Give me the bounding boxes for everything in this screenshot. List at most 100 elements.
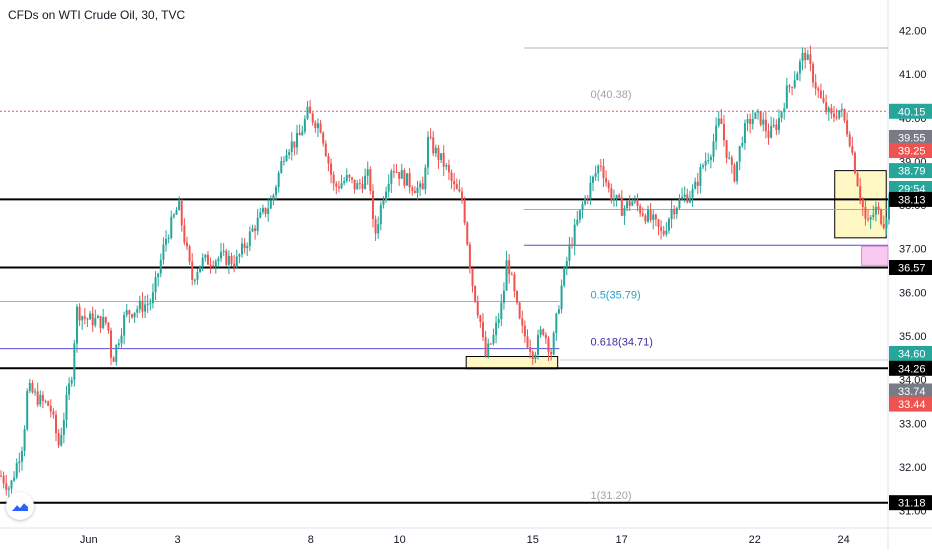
candle-body [398, 172, 401, 179]
candle-body [154, 277, 157, 293]
candle-body [838, 110, 841, 119]
candle-body [481, 321, 484, 338]
candle-body [547, 338, 550, 352]
candle-body [461, 191, 464, 201]
candle-body [277, 172, 280, 188]
price-label-bg [889, 396, 932, 412]
candle-body [36, 391, 39, 405]
candle-body [749, 119, 752, 124]
candle-body [212, 265, 215, 267]
tradingview-logo-icon[interactable] [6, 492, 34, 520]
candle-body [536, 334, 539, 355]
candle-body [385, 191, 388, 201]
candle-body [767, 131, 770, 138]
candle-body [165, 238, 168, 245]
y-tick-label: 32.00 [899, 462, 927, 474]
candle-body [859, 186, 862, 200]
candle-body [717, 118, 720, 126]
candle-body [500, 302, 503, 320]
candle-body [130, 314, 133, 318]
candle-body [715, 125, 718, 142]
candle-body [725, 140, 728, 158]
candle-body [44, 400, 47, 402]
candle-body [788, 85, 791, 88]
candle-body [217, 258, 220, 262]
candle-body [280, 161, 283, 173]
candle-body [529, 347, 532, 352]
candle-body [589, 182, 592, 199]
candle-body [861, 199, 864, 208]
price-label-bg [889, 259, 932, 275]
candle-body [707, 160, 710, 162]
candle-body [534, 354, 537, 359]
candle-body [759, 111, 762, 125]
fib-label-gray: 1(31.20) [591, 490, 632, 502]
candle-body [662, 230, 665, 235]
candle-body [319, 123, 322, 133]
price-label: 38.79 [898, 166, 926, 178]
candle-body [99, 315, 102, 328]
candle-body [52, 411, 55, 415]
candle-body [880, 209, 883, 224]
candle-body [775, 124, 778, 130]
candle-body [791, 87, 794, 89]
candle-body [874, 206, 877, 215]
candle-body [225, 250, 228, 265]
candle-body [652, 214, 655, 220]
candle-body [73, 343, 76, 380]
candle-body [293, 141, 296, 148]
candle-body [484, 337, 487, 357]
candle-body [400, 170, 403, 179]
candle-body [743, 123, 746, 144]
candle-body [437, 147, 440, 160]
candle-body [377, 224, 380, 234]
candle-body [123, 314, 126, 336]
candle-body [856, 173, 859, 187]
candle-body [311, 113, 314, 123]
candle-body [426, 136, 429, 168]
candle-body [191, 261, 194, 280]
candle-body [476, 301, 479, 316]
candle-body [272, 195, 275, 201]
candle-body [751, 118, 754, 124]
candle-body [298, 133, 301, 136]
x-tick-label: 3 [175, 534, 181, 546]
candle-body [248, 231, 251, 247]
candle-body [576, 219, 579, 225]
candle-body [49, 405, 52, 412]
candle-body [450, 172, 453, 181]
candle-body [458, 189, 461, 192]
candle-body [146, 303, 149, 305]
candle-body [825, 102, 828, 113]
candle-body [408, 173, 411, 188]
candle-body [238, 254, 241, 257]
candle-body [796, 73, 799, 81]
candle-body [885, 219, 888, 229]
y-tick-label: 33.00 [899, 418, 927, 430]
x-tick-label: 15 [527, 534, 539, 546]
candle-body [675, 207, 678, 215]
candle-body [157, 273, 160, 278]
candle-body [806, 54, 809, 60]
x-tick-label: 17 [615, 534, 627, 546]
candle-body [434, 147, 437, 154]
candle-body [571, 244, 574, 246]
candle-body [688, 197, 691, 203]
candle-body [628, 201, 631, 206]
x-tick-label: 8 [308, 534, 314, 546]
y-tick-label: 42.00 [899, 26, 927, 38]
candle-body [822, 97, 825, 103]
candle-body [633, 200, 636, 202]
candle-body [736, 161, 739, 182]
candle-body [649, 209, 652, 220]
candle-body [440, 153, 443, 160]
candle-body [416, 187, 419, 194]
candle-body [117, 343, 120, 345]
price-label-bg [889, 360, 932, 376]
candle-body [704, 160, 707, 166]
candle-body [356, 183, 359, 190]
candle-body [830, 107, 833, 114]
candle-body [81, 316, 84, 321]
